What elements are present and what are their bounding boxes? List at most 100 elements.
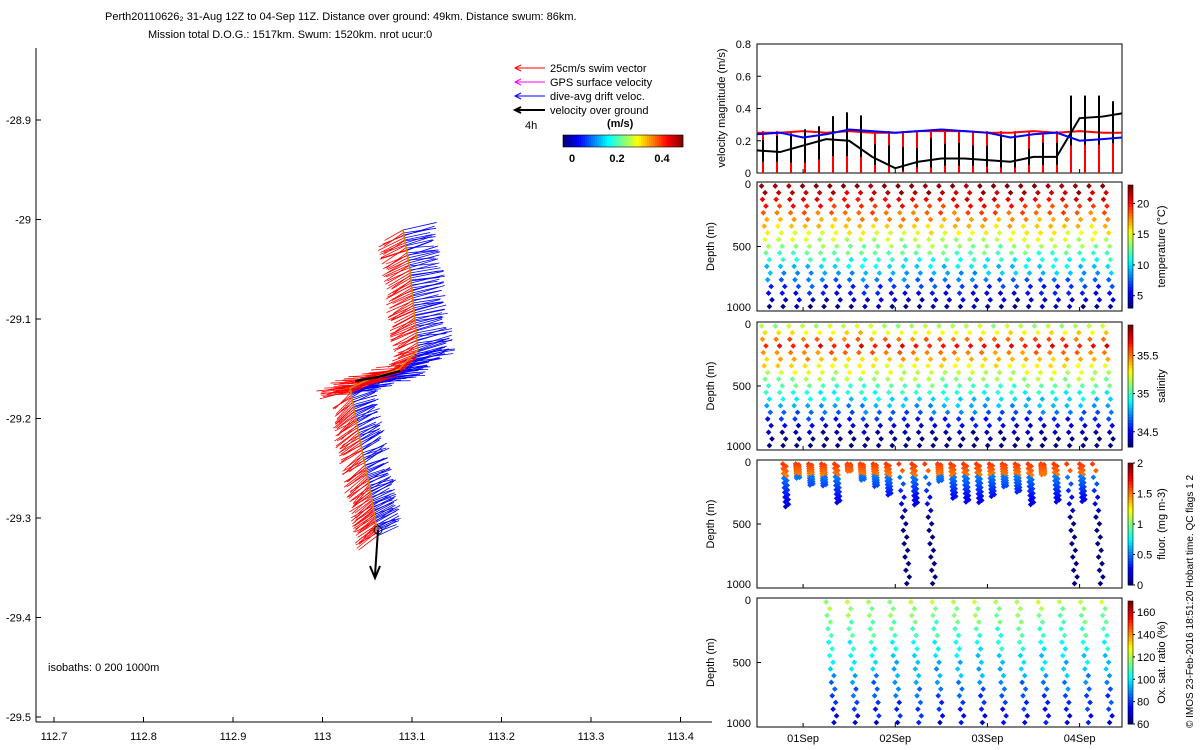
fluor-colorbar-label: fluor. (mg m-3) [1156, 488, 1168, 560]
salinity-point [816, 376, 823, 382]
oxygen-point [1042, 659, 1048, 666]
temperature-point [957, 256, 964, 263]
salinity-point [793, 442, 800, 449]
temperature-point [762, 236, 768, 243]
salinity-point [781, 409, 787, 416]
temperature-point [814, 196, 820, 203]
salinity-point [1066, 442, 1073, 449]
fluor-colorbar-cell [1128, 484, 1133, 488]
speed-colorbar-cell [597, 135, 600, 147]
fluor-point [1093, 467, 1099, 474]
temperature-point [912, 189, 918, 196]
temperature-point [1107, 256, 1114, 263]
salinity-point [1046, 349, 1053, 356]
salinity-point [801, 349, 808, 356]
temperature-point [1025, 256, 1032, 263]
fluor-point [923, 487, 930, 494]
drift-vector [369, 477, 390, 491]
salinity-point [916, 396, 923, 402]
fluor-colorbar-cell [1128, 481, 1133, 485]
drift-vector [363, 383, 392, 389]
salinity-colorbar-cell [1128, 437, 1133, 442]
salinity-point [1047, 363, 1054, 369]
fluor-point [1098, 547, 1104, 554]
temperature-point [1046, 196, 1052, 203]
temperature-point [817, 250, 824, 256]
salinity-point [851, 436, 857, 442]
oxygen-point [1083, 692, 1090, 699]
temperature-colorbar-cell [1128, 249, 1133, 254]
salinity-point [954, 343, 960, 349]
temperature-point [777, 216, 784, 223]
temperature-point [909, 196, 916, 203]
salinity-point [940, 389, 947, 396]
temperature-point [1024, 230, 1030, 236]
temperature-point [1064, 263, 1070, 270]
legend-arrowhead [513, 92, 522, 100]
swim-vector [383, 240, 405, 255]
oxygen-point [908, 612, 915, 619]
salinity-point [1090, 389, 1097, 396]
temperature-point [923, 196, 930, 203]
drift-vector [358, 429, 382, 442]
salinity-point [859, 402, 866, 409]
swim-vector [386, 257, 408, 270]
salinity-point [963, 323, 970, 329]
temperature-point [1080, 256, 1086, 263]
temperature-point [822, 270, 828, 276]
temperature-point [994, 236, 1000, 243]
oxygen-point [971, 599, 978, 605]
fluor-point [782, 503, 789, 510]
salinity-point [1000, 422, 1006, 429]
salinity-point [872, 389, 878, 396]
temperature-point [943, 303, 950, 310]
temperature-point [936, 183, 942, 189]
salinity-point [1022, 389, 1028, 396]
salinity-point [1063, 343, 1069, 349]
temperature-point [775, 236, 782, 243]
temperature-point [963, 183, 970, 189]
fluor-point [927, 540, 933, 547]
temperature-point [1006, 209, 1012, 216]
salinity-point [983, 416, 989, 422]
temperature-point [942, 276, 948, 283]
speed-colorbar-cell [633, 135, 636, 147]
salinity-point [896, 349, 903, 356]
fluor-point [925, 514, 932, 520]
drift-vector [360, 439, 380, 452]
temperature-point [816, 189, 823, 196]
oxygen-point [1015, 625, 1022, 632]
drift-vector [412, 346, 444, 356]
oxygen-point [1061, 632, 1068, 639]
fluor-point [1069, 494, 1075, 501]
salinity-point [790, 343, 797, 349]
salinity-point [960, 436, 966, 442]
oxygen-point [934, 632, 941, 639]
temperature-point [1052, 243, 1058, 250]
drift-vector [415, 318, 443, 329]
temperature-point [1066, 303, 1073, 310]
temperature-point [984, 303, 991, 310]
salinity-point [940, 343, 947, 349]
oxygen-point [1066, 713, 1073, 719]
salinity-point [1009, 402, 1016, 409]
salinity-point [817, 343, 824, 349]
temperature-point [806, 243, 813, 250]
oxygen-point [893, 706, 900, 712]
temperature-point [1020, 223, 1027, 230]
drift-vector [413, 304, 447, 314]
swim-vector [381, 249, 407, 259]
temperature-point [834, 303, 841, 310]
temperature-point [843, 223, 849, 230]
oxygen-point [1104, 646, 1111, 652]
fluor-colorbar-cell [1128, 469, 1133, 473]
oxygen-colorbar-cell [1128, 634, 1133, 639]
oxygen-point [978, 659, 985, 666]
salinity-point [1066, 396, 1073, 402]
salinity-point [1025, 442, 1032, 449]
oxygen-colorbar-cell [1128, 613, 1133, 617]
temperature-point [891, 297, 898, 303]
oxygen-point [976, 619, 982, 625]
swim-vector [395, 349, 419, 357]
fluor-point [1063, 461, 1070, 467]
